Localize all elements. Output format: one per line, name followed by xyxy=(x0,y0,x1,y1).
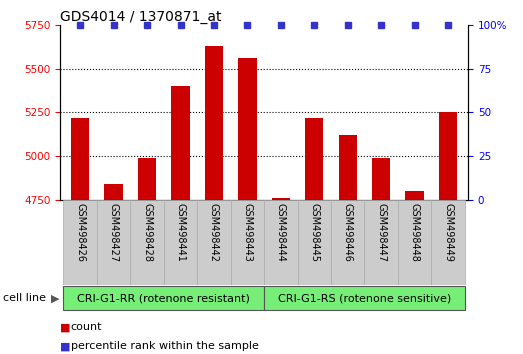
Bar xyxy=(405,191,424,200)
Text: ■: ■ xyxy=(60,341,71,351)
Text: cell line: cell line xyxy=(3,293,46,303)
Text: GSM498443: GSM498443 xyxy=(242,202,253,262)
Text: GSM498447: GSM498447 xyxy=(376,202,386,262)
Bar xyxy=(271,198,290,200)
Text: percentile rank within the sample: percentile rank within the sample xyxy=(71,341,258,351)
Bar xyxy=(231,200,264,285)
Bar xyxy=(238,58,257,200)
Text: GSM498426: GSM498426 xyxy=(75,202,85,262)
Bar xyxy=(365,200,398,285)
Bar xyxy=(264,200,298,285)
Bar xyxy=(338,135,357,200)
Text: GSM498441: GSM498441 xyxy=(176,202,186,262)
Bar xyxy=(63,286,264,310)
Text: GSM498427: GSM498427 xyxy=(109,202,119,262)
Bar xyxy=(63,200,97,285)
Text: CRI-G1-RR (rotenone resistant): CRI-G1-RR (rotenone resistant) xyxy=(77,293,250,303)
Text: GSM498444: GSM498444 xyxy=(276,202,286,262)
Text: GSM498449: GSM498449 xyxy=(443,202,453,262)
Bar xyxy=(164,200,197,285)
Text: GSM498442: GSM498442 xyxy=(209,202,219,262)
Bar xyxy=(264,286,465,310)
Bar xyxy=(331,200,365,285)
Text: ■: ■ xyxy=(60,322,71,332)
Bar xyxy=(138,158,156,200)
Bar xyxy=(130,200,164,285)
Text: CRI-G1-RS (rotenone sensitive): CRI-G1-RS (rotenone sensitive) xyxy=(278,293,451,303)
Bar xyxy=(398,200,431,285)
Bar xyxy=(197,200,231,285)
Bar xyxy=(439,113,457,200)
Text: GSM498448: GSM498448 xyxy=(410,202,419,262)
Bar xyxy=(172,86,190,200)
Bar xyxy=(105,184,123,200)
Bar xyxy=(298,200,331,285)
Text: GSM498446: GSM498446 xyxy=(343,202,353,262)
Text: GDS4014 / 1370871_at: GDS4014 / 1370871_at xyxy=(60,10,222,24)
Bar xyxy=(431,200,465,285)
Bar xyxy=(305,118,323,200)
Text: GSM498428: GSM498428 xyxy=(142,202,152,262)
Text: count: count xyxy=(71,322,102,332)
Bar xyxy=(372,158,390,200)
Bar xyxy=(97,200,130,285)
Bar xyxy=(71,118,89,200)
Text: GSM498445: GSM498445 xyxy=(309,202,319,262)
Bar xyxy=(205,46,223,200)
Text: ▶: ▶ xyxy=(51,293,60,303)
